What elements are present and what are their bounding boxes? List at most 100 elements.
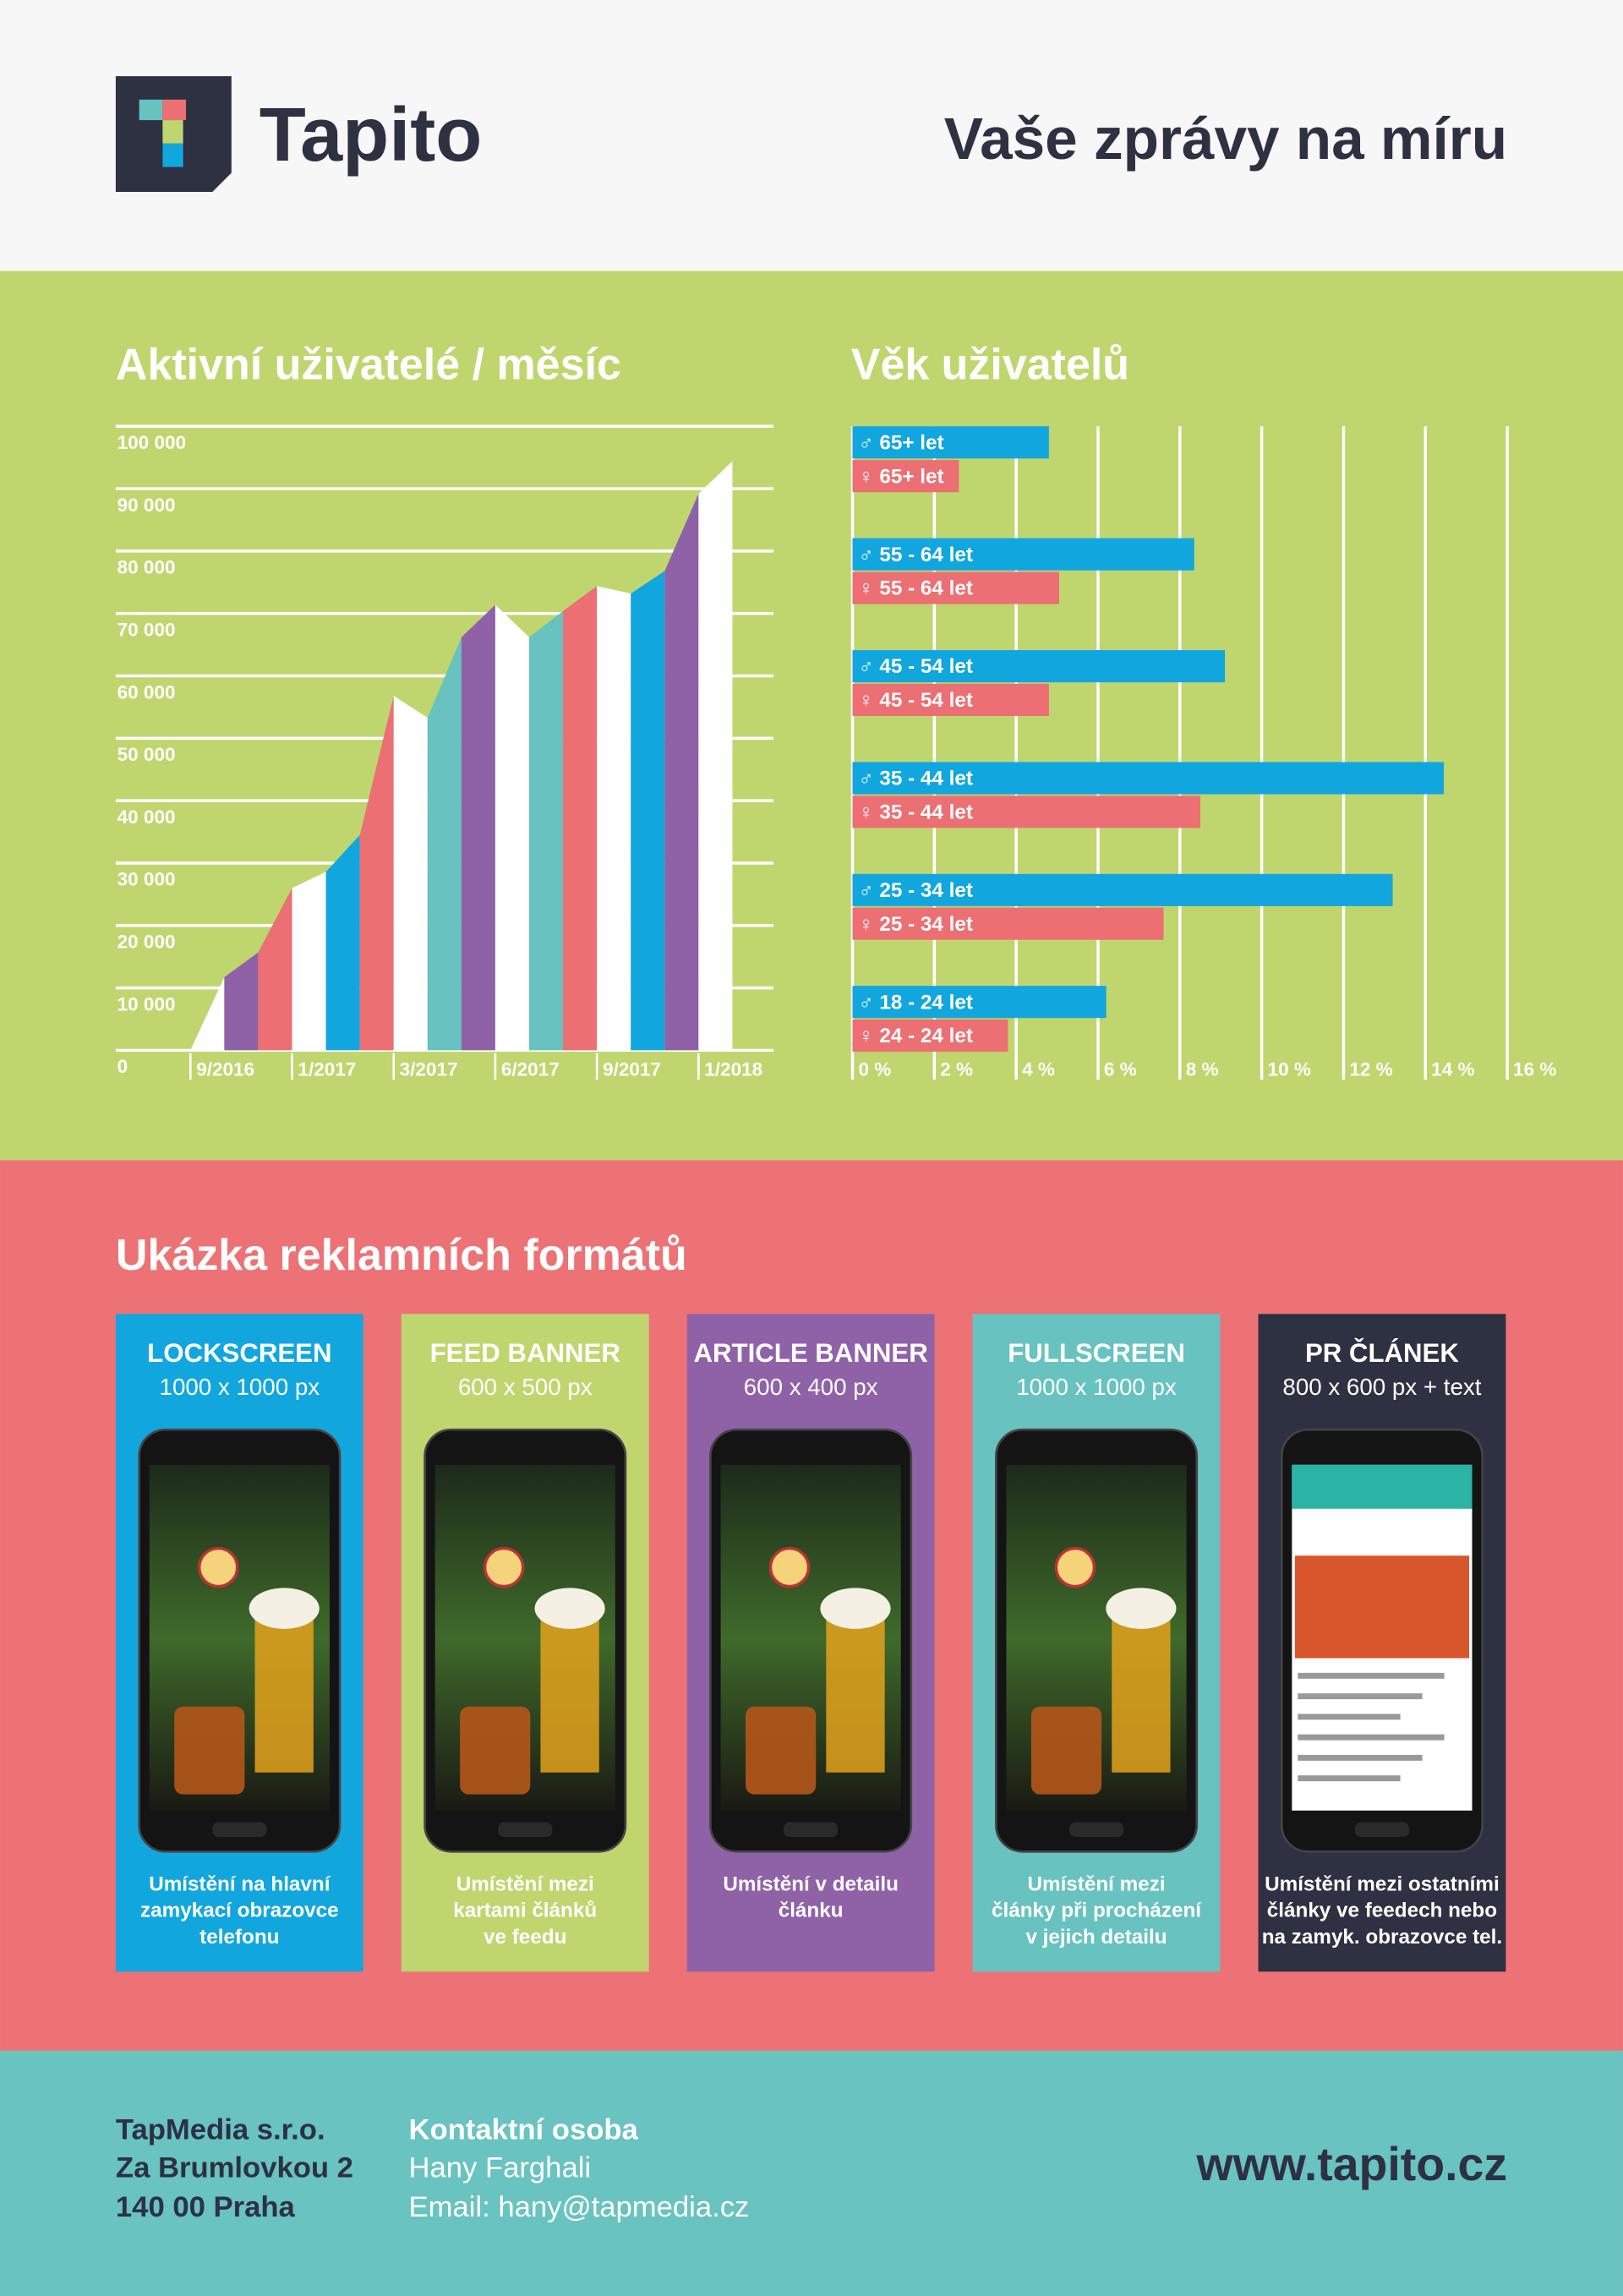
- beer-foam: [1106, 1588, 1177, 1629]
- beer-glass: [254, 1611, 314, 1773]
- x-tick-label: 16 %: [1513, 1059, 1556, 1080]
- phone-bottom: [784, 1822, 839, 1837]
- format-size: 600 x 500 px: [458, 1374, 593, 1400]
- x-tick-label: 6/2017: [501, 1059, 560, 1080]
- format-description: v jejich detailu: [1025, 1926, 1167, 1949]
- y-tick-label: 40 000: [117, 806, 176, 828]
- company: Za Brumlovkou 2: [116, 2151, 353, 2184]
- area-stripe: [325, 834, 360, 1051]
- bar-label: ♀ 55 - 64 let: [858, 577, 972, 600]
- bar-label: ♂ 25 - 34 let: [858, 879, 972, 902]
- beer-glass: [540, 1611, 599, 1773]
- bar: [852, 683, 1049, 716]
- bar-label: ♂ 45 - 54 let: [858, 655, 972, 678]
- format-size: 600 x 400 px: [744, 1374, 878, 1400]
- logo: [115, 76, 232, 192]
- y-tick-label: 60 000: [117, 681, 176, 702]
- contact-title: Kontaktní osoba: [408, 2113, 638, 2146]
- bar: [852, 1020, 1008, 1052]
- format-name: LOCKSCREEN: [147, 1338, 331, 1368]
- phone: [709, 1428, 913, 1853]
- format-description: Umístění mezi ostatními: [1265, 1873, 1500, 1896]
- bar: [852, 795, 1201, 828]
- y-tick-label: 20 000: [117, 932, 176, 953]
- y-tick-label: 90 000: [117, 495, 176, 516]
- screen-text: [1298, 1693, 1423, 1700]
- format-name: ARTICLE BANNER: [694, 1338, 928, 1368]
- area-stripe: [393, 696, 428, 1051]
- brand: Tapito: [260, 92, 483, 178]
- x-tick-label: 14 %: [1431, 1059, 1474, 1080]
- x-tick-label: 2 %: [940, 1059, 973, 1080]
- phone-bottom: [498, 1822, 553, 1837]
- company: 140 00 Praha: [116, 2191, 296, 2223]
- footer-bg: [0, 2050, 1623, 2296]
- area-stripe: [224, 952, 259, 1051]
- bar: [852, 907, 1164, 940]
- format-description: zamykací obrazovce: [140, 1900, 339, 1922]
- format-description: Umístění na hlavní: [149, 1873, 331, 1896]
- phone: [138, 1428, 342, 1853]
- area-stripe: [359, 696, 394, 1051]
- y-tick-label: 50 000: [117, 744, 176, 765]
- company: TapMedia s.r.o.: [116, 2113, 325, 2146]
- format-name: FEED BANNER: [430, 1338, 620, 1368]
- format-description: články ve feedech nebo: [1267, 1900, 1497, 1922]
- y-tick-label: 100 000: [117, 432, 186, 453]
- beer-mug: [174, 1706, 245, 1795]
- x-tick-label: 8 %: [1186, 1059, 1219, 1080]
- beer-logo: [483, 1546, 525, 1588]
- phone-bottom: [1068, 1822, 1124, 1837]
- url: www.tapito.cz: [1196, 2138, 1508, 2190]
- bar-label: ♀ 35 - 44 let: [858, 801, 972, 823]
- formats-title: Ukázka reklamních formátů: [116, 1231, 687, 1280]
- beer-logo: [768, 1546, 811, 1588]
- screen-text: [1298, 1754, 1423, 1761]
- x-tick-label: 10 %: [1268, 1059, 1311, 1080]
- contact-email: Email: hany@tapmedia.cz: [408, 2191, 749, 2223]
- area-stripe: [461, 604, 495, 1051]
- phone: [424, 1428, 627, 1853]
- format-size: 800 x 600 px + text: [1282, 1374, 1481, 1400]
- chart-title: Aktivní uživatelé / měsíc: [116, 341, 621, 390]
- format-description: kartami článků: [453, 1900, 597, 1922]
- format-description: telefonu: [199, 1926, 279, 1949]
- beer-glass: [826, 1611, 885, 1773]
- bar-label: ♂ 55 - 64 let: [858, 544, 972, 566]
- bar-label: ♀ 24 - 24 let: [858, 1025, 972, 1047]
- y-tick-label: 70 000: [117, 619, 176, 640]
- y-tick-label: 0: [117, 1056, 128, 1077]
- bar: [852, 460, 959, 493]
- beer-mug: [460, 1706, 531, 1795]
- beer-foam: [249, 1588, 320, 1629]
- x-tick-label: 3/2017: [400, 1059, 458, 1080]
- format-name: FULLSCREEN: [1008, 1338, 1185, 1368]
- area-stripe: [563, 586, 598, 1051]
- bar: [852, 426, 1049, 459]
- bar: [852, 571, 1059, 604]
- bar: [852, 986, 1107, 1019]
- bar-label: ♀ 45 - 54 let: [858, 689, 972, 712]
- y-tick-label: 80 000: [117, 557, 176, 578]
- area-stripe: [597, 586, 631, 1051]
- phone-bottom: [1354, 1822, 1409, 1837]
- screen-text: [1298, 1734, 1445, 1741]
- area-stripe: [292, 872, 326, 1051]
- format-description: články při procházení: [992, 1900, 1202, 1922]
- area-stripe: [258, 888, 292, 1051]
- beer-mug: [1030, 1706, 1102, 1795]
- area-stripe: [190, 977, 225, 1051]
- area-stripe: [529, 610, 564, 1051]
- screen-image: [1294, 1555, 1470, 1659]
- x-tick-label: 9/2016: [196, 1059, 254, 1080]
- bar-label: ♂ 18 - 24 let: [858, 991, 972, 1014]
- bar: [852, 538, 1194, 571]
- area-stripe: [495, 604, 530, 1051]
- x-tick-label: 1/2018: [704, 1059, 762, 1080]
- bar-label: ♀ 65+ let: [858, 465, 943, 488]
- format-description: článku: [779, 1900, 844, 1922]
- format-description: na zamyk. obrazovce tel.: [1262, 1926, 1502, 1949]
- beer-logo: [1054, 1546, 1096, 1588]
- x-tick-label: 4 %: [1022, 1059, 1055, 1080]
